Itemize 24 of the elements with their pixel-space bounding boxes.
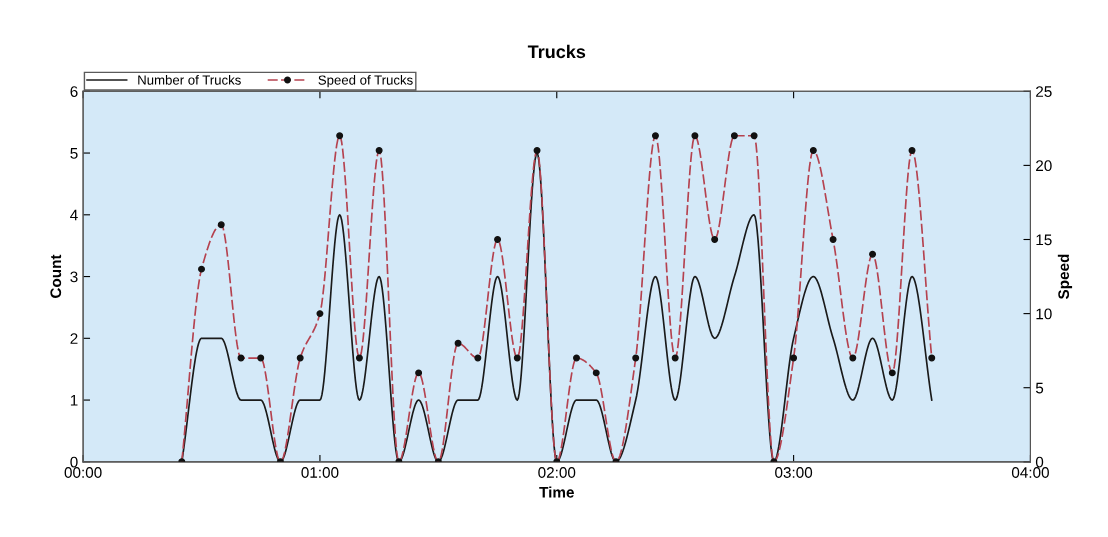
x-tick-label: 01:00 <box>301 467 339 478</box>
chart-title: Trucks <box>527 44 586 59</box>
y-tick-label: 3 <box>70 271 78 283</box>
y2-tick-label: 25 <box>1036 86 1052 97</box>
legend-label: Speed of Trucks <box>318 75 413 88</box>
x-axis-title: Time <box>539 486 574 498</box>
y2-tick-label: 0 <box>1035 456 1044 468</box>
y-tick-label: 5 <box>70 148 78 159</box>
x-tick-label: 03:00 <box>775 467 813 478</box>
y-tick-label: 1 <box>70 395 78 406</box>
y-tick-label: 2 <box>70 333 78 344</box>
x-tick-label: 00:00 <box>64 467 102 478</box>
y-tick-label: 0 <box>70 456 78 468</box>
y2-tick-label: 10 <box>1036 308 1052 320</box>
y-tick-label: 6 <box>70 86 78 97</box>
y-axis-title: Count <box>50 254 62 298</box>
y2-tick-label: 15 <box>1036 234 1052 246</box>
x-tick-label: 02:00 <box>538 467 576 478</box>
y-tick-label: 4 <box>70 209 78 221</box>
x-tick-label: 04:00 <box>1011 467 1049 478</box>
y2-tick-label: 20 <box>1036 160 1052 172</box>
y2-tick-label: 5 <box>1035 382 1044 394</box>
y2-axis-title: Speed <box>1057 254 1073 300</box>
legend-label: Number of Trucks <box>138 75 241 85</box>
